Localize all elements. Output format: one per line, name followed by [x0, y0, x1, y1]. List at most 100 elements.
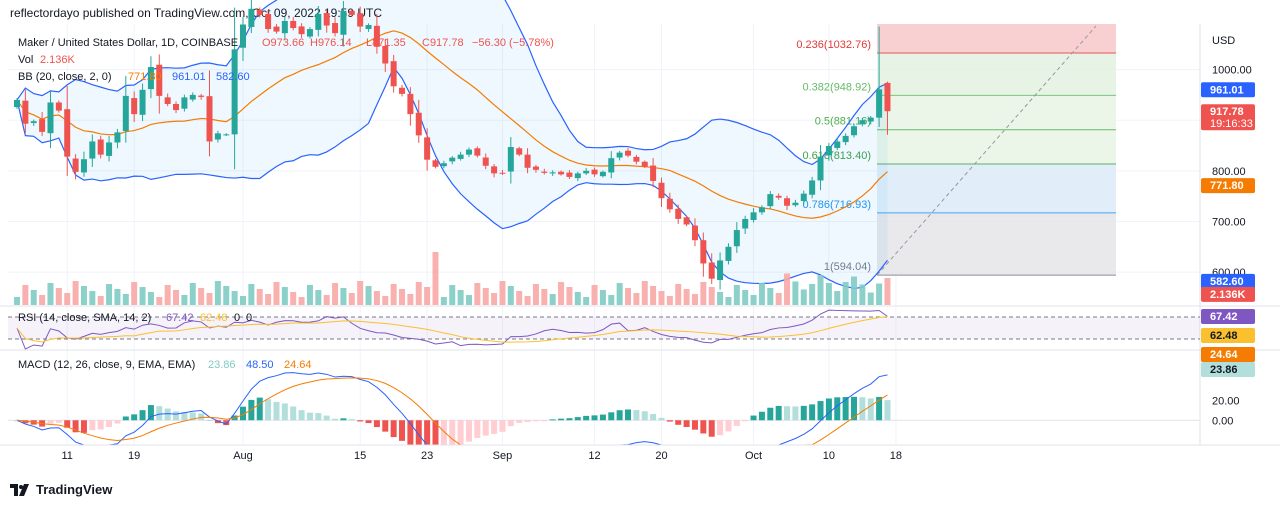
- x-tick-label: 10: [823, 450, 835, 462]
- macd-histogram-bar: [825, 398, 832, 421]
- macd-histogram-bar: [599, 414, 606, 421]
- volume-bar: [474, 283, 481, 305]
- candle: [164, 97, 171, 104]
- fib-level-label: 0.236(1032.76): [796, 39, 871, 51]
- macd-histogram-bar: [792, 406, 799, 421]
- candle: [239, 24, 246, 48]
- macd-histogram-bar: [47, 420, 54, 424]
- candle: [340, 10, 347, 35]
- volume-bar: [583, 297, 590, 305]
- candle: [583, 170, 590, 174]
- candle: [139, 89, 146, 115]
- volume-bar: [206, 293, 213, 305]
- candle: [114, 132, 121, 143]
- volume-bar: [851, 276, 857, 305]
- rsi-pane: RSI (14, close, SMA, 14, 2) 67.42 62.48 0 0 6…: [0, 305, 1280, 350]
- volume-bar: [340, 288, 347, 305]
- macd-histogram-bar: [424, 420, 431, 445]
- candle: [700, 240, 707, 264]
- volume-label: Vol: [18, 54, 33, 66]
- volume-bar: [357, 281, 364, 305]
- macd-histogram-bar: [156, 406, 163, 421]
- volume-bar: [415, 282, 422, 305]
- macd-histogram-bar: [884, 400, 891, 421]
- candle: [641, 161, 648, 167]
- macd-histogram-bar: [700, 420, 707, 434]
- macd-histogram-bar: [89, 420, 96, 431]
- candle: [800, 193, 807, 202]
- macd-histogram-bar: [775, 405, 782, 421]
- macd-histogram-bar: [273, 401, 280, 421]
- volume-bar: [482, 288, 489, 305]
- candle: [608, 158, 615, 173]
- volume-bar: [323, 295, 330, 305]
- rsi-badge-value: 67.42: [1210, 311, 1238, 323]
- macd-histogram-bar: [591, 415, 598, 421]
- volume-bar: [859, 284, 866, 305]
- macd-histogram-bar: [800, 405, 807, 421]
- macd-histogram-bar: [507, 420, 514, 427]
- candle: [817, 156, 824, 181]
- macd-histogram-bar: [399, 420, 406, 441]
- price-badge-value: 961.01: [1210, 84, 1244, 96]
- candle: [189, 94, 196, 100]
- volume-bar: [465, 295, 472, 305]
- candle: [516, 148, 523, 155]
- rsi-ma-line: [16, 315, 888, 343]
- volume-bar: [775, 293, 782, 305]
- candle: [842, 135, 849, 143]
- macd-histogram-bar: [608, 412, 615, 421]
- candle: [491, 166, 498, 174]
- macd-histogram-bar: [583, 415, 590, 421]
- candle: [566, 172, 573, 177]
- macd-histogram-bar: [717, 420, 724, 436]
- volume-bar: [541, 289, 548, 305]
- candle: [742, 218, 749, 229]
- macd-histogram-bar: [541, 420, 548, 422]
- candle: [482, 157, 489, 166]
- macd-histogram-bar: [817, 401, 824, 421]
- candle: [524, 154, 531, 168]
- macd-histogram-bar: [809, 404, 816, 421]
- fib-zone: [877, 52, 1116, 96]
- candle: [156, 64, 163, 96]
- candle: [666, 198, 673, 210]
- macd-histogram-bar: [767, 407, 774, 421]
- candle: [106, 142, 113, 156]
- candle: [39, 119, 46, 132]
- volume-bar: [666, 296, 673, 305]
- candle: [256, 9, 263, 15]
- macd-histogram-bar: [281, 403, 288, 421]
- candle: [206, 96, 213, 142]
- volume-bar: [22, 285, 29, 305]
- volume-bar: [842, 282, 849, 305]
- macd-histogram-bar: [147, 405, 154, 421]
- price-badge: [1201, 286, 1255, 302]
- candle: [407, 93, 414, 115]
- volume-bar: [700, 282, 707, 305]
- volume-bar: [189, 283, 196, 305]
- candle: [507, 147, 514, 172]
- candle: [474, 148, 481, 156]
- candle: [290, 20, 297, 29]
- macd-histogram-bar: [742, 420, 749, 422]
- macd-y-tick: 0.00: [1212, 415, 1233, 427]
- volume-bar: [231, 291, 238, 305]
- volume-bar: [633, 293, 640, 305]
- macd-value: 24.64: [284, 359, 312, 371]
- fib-level-label: 0.382(948.92): [803, 81, 872, 93]
- footer-brand[interactable]: TradingView: [10, 482, 112, 497]
- candle: [499, 172, 506, 174]
- candle: [281, 20, 288, 34]
- macd-histogram-bar: [842, 397, 849, 421]
- bb-value: 771.80: [128, 71, 162, 83]
- macd-histogram-bar: [558, 418, 565, 421]
- volume-bar: [290, 292, 297, 305]
- macd-histogram-bar: [55, 420, 62, 423]
- macd-histogram-bar: [574, 417, 581, 421]
- macd-histogram-bar: [666, 420, 673, 422]
- macd-histogram-bar: [390, 420, 397, 438]
- y-tick-label: 1000.00: [1212, 65, 1252, 77]
- volume-bar: [14, 297, 20, 305]
